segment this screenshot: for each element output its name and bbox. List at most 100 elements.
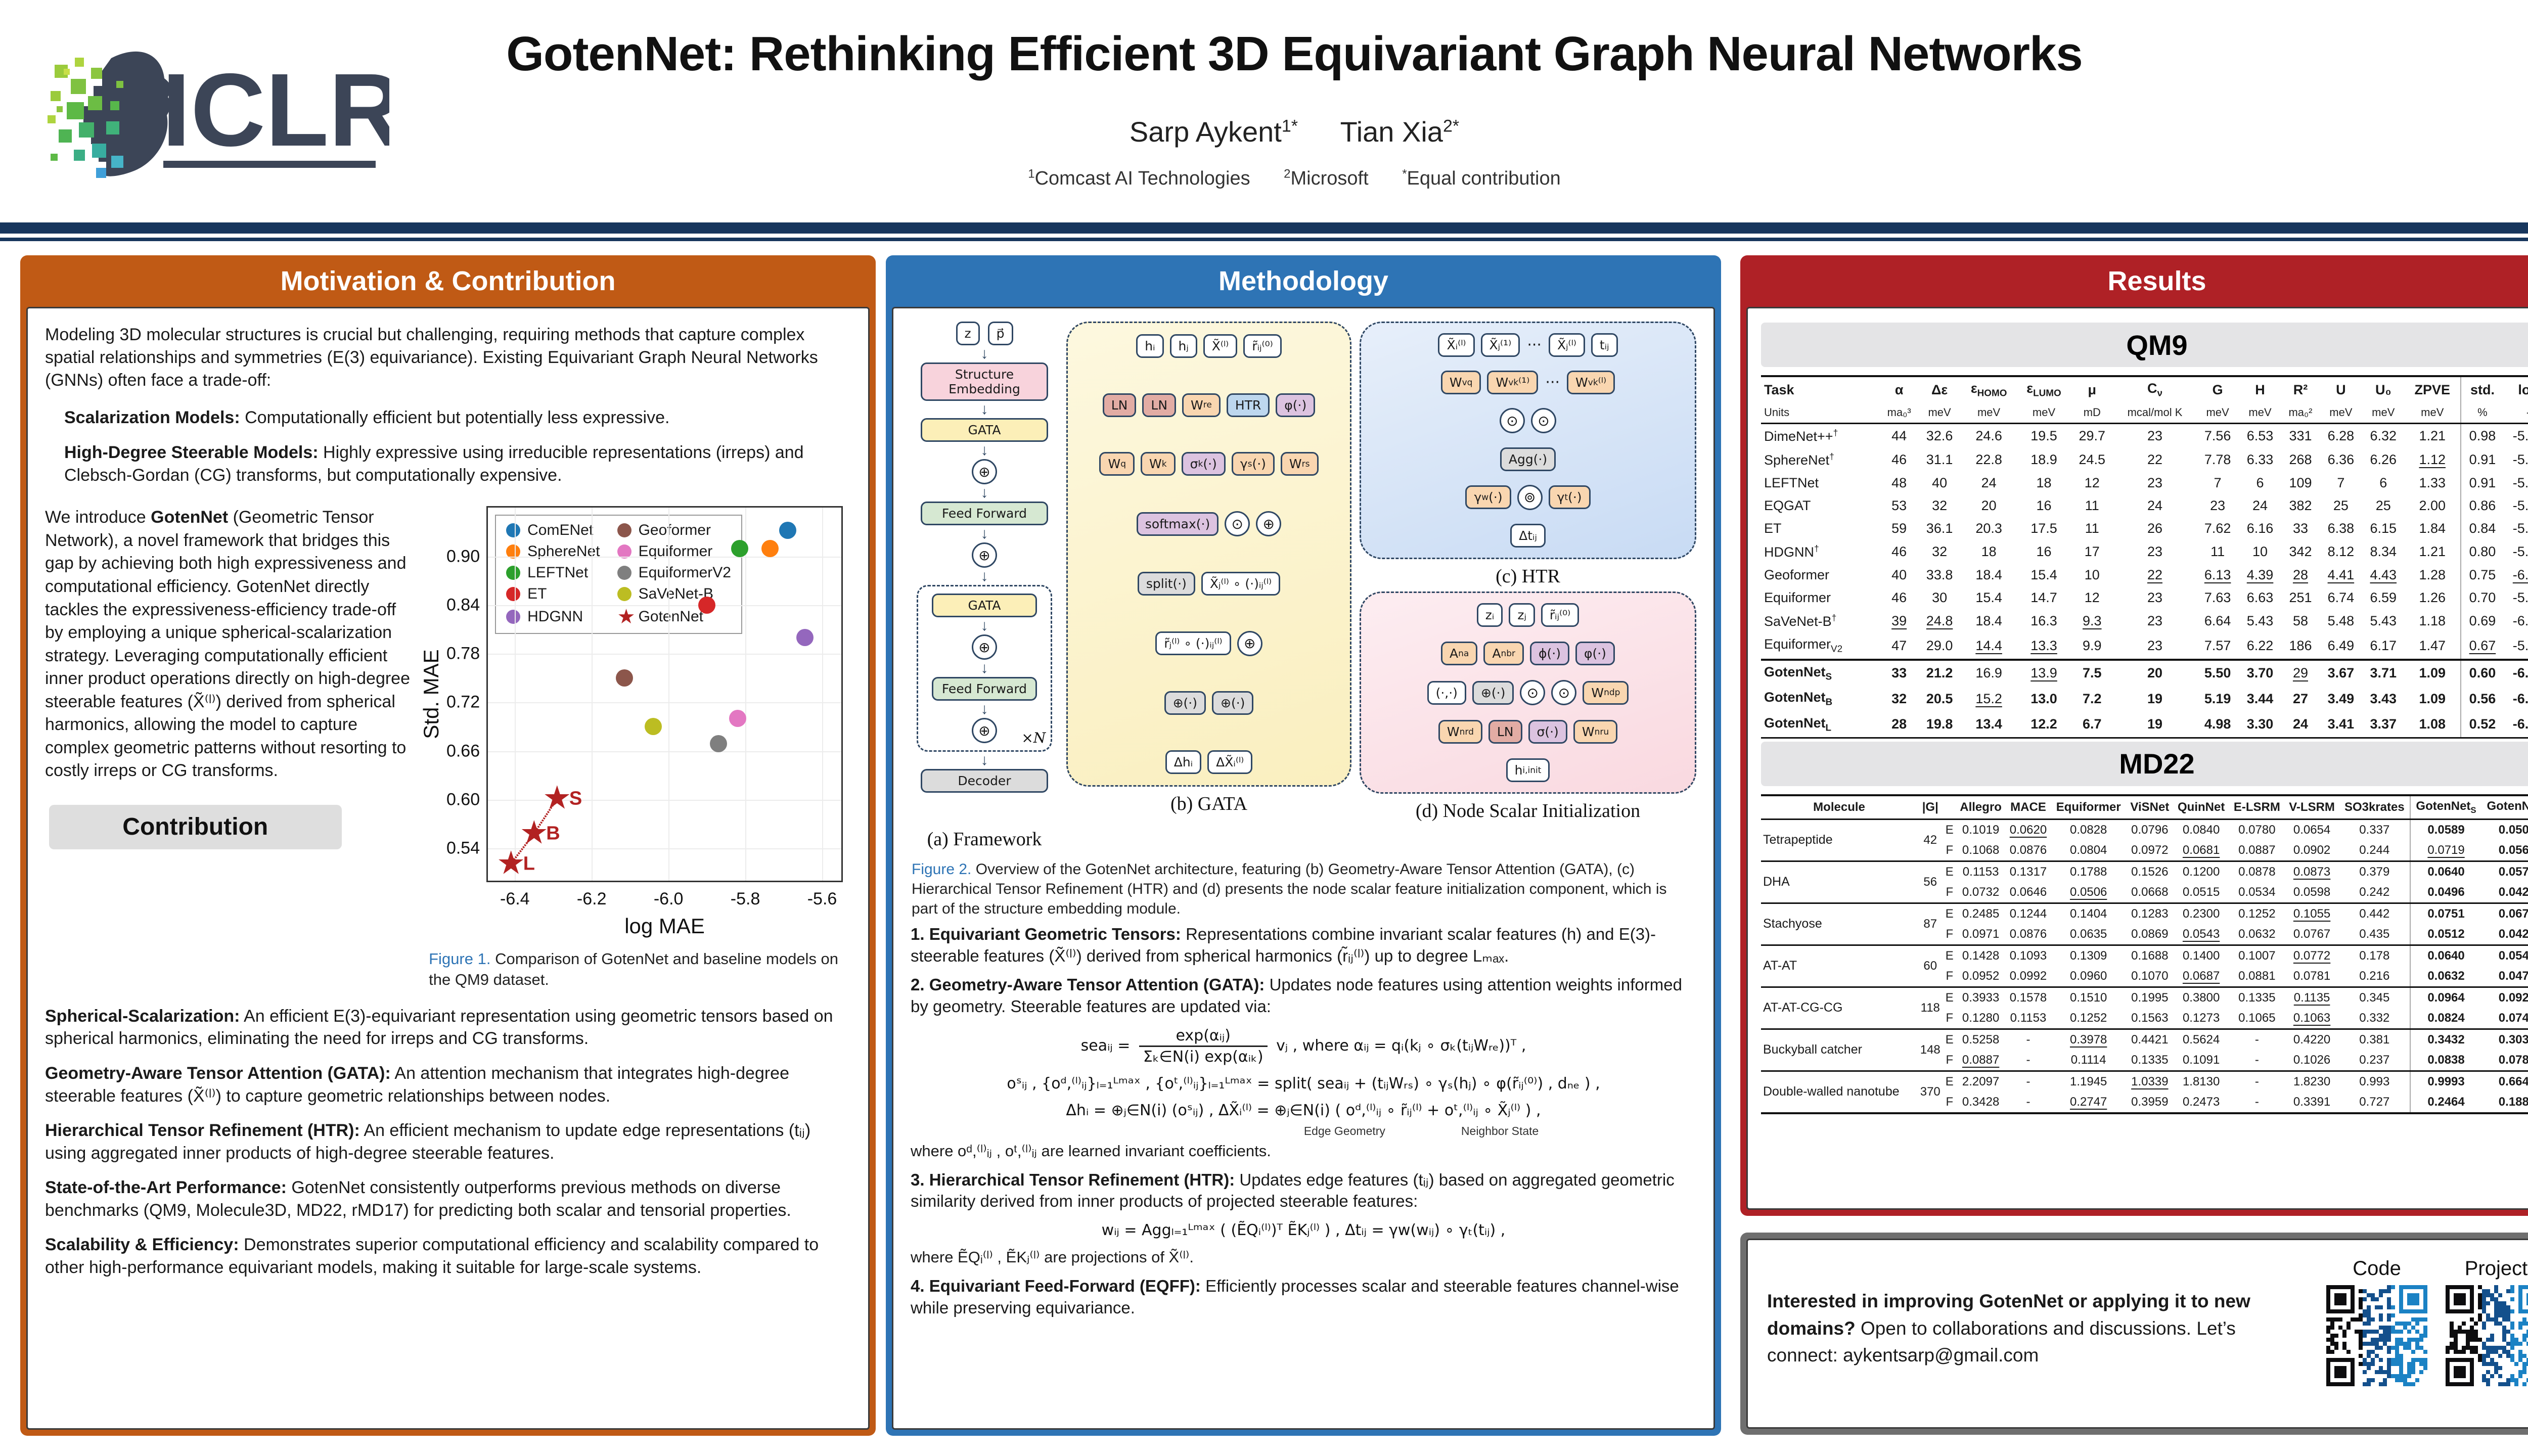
y-axis-label: Std. MAE — [419, 649, 443, 740]
diagram-node: ⊕ — [972, 634, 997, 660]
caption-a: (a) Framework — [927, 829, 1042, 850]
group-size-cell: 42 — [1923, 833, 1937, 847]
diagram-node: γ w (·) — [1465, 485, 1511, 510]
table-cell: 0.67 — [2460, 633, 2504, 660]
flow-arrow-icon: ↓ — [980, 568, 988, 584]
diagram-node: Feed Forward — [921, 502, 1048, 525]
table-row: SphereNet† 46 31.1 22.8 18.9 24.5 22 7.78 6.33 26… — [1761, 448, 2528, 472]
table-cell: 0.332 — [2359, 1011, 2390, 1025]
table-cell: 4.43 — [2370, 567, 2397, 583]
table-cell: 44 — [1891, 428, 1907, 444]
table-header-row: Task α Δε εHOMO εLUMO μ Cν G H R² U U₀ ZPVE std. log — [1761, 376, 2528, 403]
table-cell: 6.33 — [2246, 452, 2274, 468]
table-cell: 10 — [2252, 544, 2268, 560]
table-cell: 7.63 — [2204, 590, 2231, 606]
equation-gata-split: oˢᵢⱼ , {oᵈ,⁽ˡ⁾ᵢⱼ}ₗ₌₁ᴸᵐᵃˣ , {oᵗ,⁽ˡ⁾ᵢⱼ}ₗ₌₁… — [1007, 1074, 1600, 1093]
diagram-node: ϕ(·) — [1530, 642, 1569, 665]
table-cell: 18.4 — [1975, 613, 2002, 629]
scatter-point — [615, 669, 633, 687]
table-cell: 6 — [2256, 475, 2264, 491]
table-cell: 28 — [2292, 567, 2308, 583]
table-cell: 0.0796 — [2131, 823, 2169, 837]
table-cell: 25 — [2333, 498, 2349, 514]
table-cell: 0.0598 — [2293, 885, 2331, 899]
table-cell: 0.84 — [2460, 517, 2504, 540]
diagram-node: Agg(·) — [1500, 447, 1556, 471]
table-cell: 0.381 — [2359, 1032, 2390, 1046]
table-cell: 0.1055 — [2293, 906, 2331, 921]
figure1-caption: Figure 1. Comparison of GotenNet and bas… — [429, 950, 839, 988]
y-axis-tick: 0.78 — [446, 644, 480, 663]
table-cell: 30 — [1932, 590, 1948, 606]
table-cell: 16 — [2036, 544, 2052, 560]
table-cell: 6 — [2379, 475, 2387, 491]
table-cell: -5.28 — [2512, 498, 2528, 514]
force-row-label: F — [1946, 1053, 1954, 1067]
force-row-label: F — [1946, 843, 1954, 857]
x-axis-tick: -6.4 — [500, 889, 530, 909]
table-cell: 0.0687 — [2182, 969, 2220, 983]
panel-methodology-body: z p⃗ ↓ Structure Embedding ↓ GATA ↓ ⊕ ↓ Feed Forw… — [892, 307, 1715, 1430]
table-cell: 0.0719 — [2410, 840, 2482, 861]
table-cell: 0.379 — [2359, 864, 2390, 879]
table-cell: 23 — [2147, 613, 2162, 629]
diagram-node: softmax(·) — [1136, 512, 1219, 536]
table-cell: 0.0887 — [2238, 843, 2276, 857]
diagram-node: ⊙ — [1520, 680, 1546, 705]
diagram-node: X̃⁽ˡ⁾ — [1203, 334, 1238, 358]
table-cell: 26 — [2147, 521, 2162, 536]
table-cell: 3.70 — [2246, 665, 2274, 681]
table-cell: 19 — [2147, 716, 2162, 732]
table-cell: - — [2026, 1053, 2030, 1067]
table-cell: 14.7 — [2030, 590, 2057, 606]
table-cell: 24.6 — [1975, 428, 2002, 444]
table-cell: 3.30 — [2246, 716, 2274, 732]
table-cell: - — [2254, 1074, 2259, 1088]
table-cell: 0.178 — [2359, 948, 2390, 963]
unit-cell: meV — [2032, 406, 2056, 419]
table-cell: 0.0620 — [2009, 823, 2047, 837]
table-cell: 0.4220 — [2293, 1032, 2331, 1046]
table-cell: 0.0869 — [2131, 927, 2169, 941]
table-cell: 342 — [2289, 544, 2312, 560]
table-cell: 1.1945 — [2069, 1074, 2107, 1088]
table-cell: 23 — [2210, 498, 2226, 514]
figure2-caption: Figure 2. Overview of the GotenNet archi… — [912, 861, 1667, 917]
table-cell: 0.1788 — [2069, 864, 2107, 879]
flow-arrow-icon: ↓ — [980, 401, 988, 418]
scatter-point — [698, 596, 716, 614]
method-item-2: 2. Geometry-Aware Tensor Attention (GATA… — [911, 975, 1682, 1016]
contact-text: Interested in improving GotenNet or appl… — [1767, 1291, 2250, 1366]
model-name-cell: SphereNet† — [1764, 451, 1834, 468]
table-cell: 0.0751 — [2410, 903, 2482, 924]
table-cell: 15.2 — [1975, 691, 2002, 706]
table-cell: 24 — [1981, 475, 1997, 491]
poster-header: ICLR GotenNet: Rethinking Efficient 3D E… — [0, 0, 2528, 222]
y-axis-tick: 0.72 — [446, 692, 480, 712]
caption-d: (d) Node Scalar Initialization — [1415, 800, 1641, 822]
table-cell: 12.2 — [2030, 716, 2057, 732]
diagram-node: φ(·) — [1276, 393, 1316, 417]
contribution-item: Spherical-Scalarization: An efficient E(… — [45, 1006, 833, 1049]
diagram-node: hᵢ — [1136, 334, 1164, 358]
diagram-node: tᵢⱼ — [1591, 333, 1618, 357]
table-cell: 0.237 — [2359, 1053, 2390, 1067]
table-cell: 40 — [1891, 567, 1907, 583]
unit-cell: - — [2504, 402, 2528, 424]
table-cell: 36.1 — [1926, 521, 1953, 536]
contribution-item: State-of-the-Art Performance: GotenNet c… — [45, 1178, 791, 1220]
scatter-point-label: S — [569, 788, 582, 809]
diagram-node: σ k (·) — [1181, 452, 1226, 476]
table-cell: 0.0646 — [2009, 885, 2047, 899]
energy-row-label: E — [1945, 864, 1954, 879]
energy-row-label: E — [1945, 990, 1954, 1005]
table-cell: 47 — [1891, 638, 1907, 654]
table-cell: 0.9993 — [2410, 1071, 2482, 1092]
table-cell: 6.38 — [2327, 521, 2355, 536]
table-cell: 0.2485 — [1962, 906, 2000, 921]
table-cell: 46 — [1891, 544, 1907, 560]
